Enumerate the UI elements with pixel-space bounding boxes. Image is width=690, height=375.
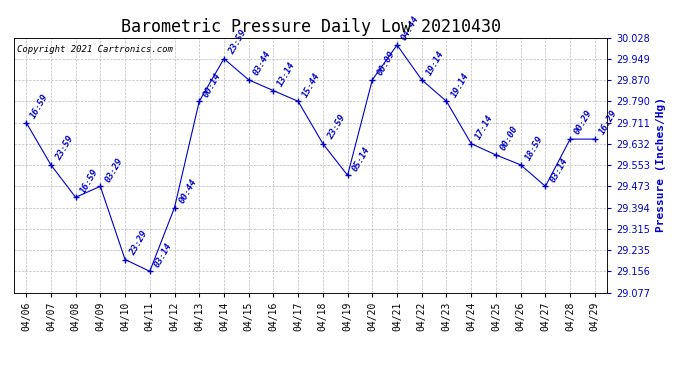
Text: 23:29: 23:29 <box>128 229 149 257</box>
Title: Barometric Pressure Daily Low 20210430: Barometric Pressure Daily Low 20210430 <box>121 18 500 36</box>
Text: 00:29: 00:29 <box>573 109 594 136</box>
Y-axis label: Pressure (Inches/Hg): Pressure (Inches/Hg) <box>656 98 666 232</box>
Text: 16:59: 16:59 <box>29 92 50 120</box>
Text: 00:09: 00:09 <box>375 50 396 77</box>
Text: 17:14: 17:14 <box>474 113 495 141</box>
Text: 00:44: 00:44 <box>177 177 199 205</box>
Text: 00:00: 00:00 <box>499 124 520 152</box>
Text: 16:59: 16:59 <box>79 167 99 195</box>
Text: 03:29: 03:29 <box>103 156 124 183</box>
Text: 00:14: 00:14 <box>202 71 224 99</box>
Text: 23:59: 23:59 <box>227 28 248 56</box>
Text: 23:59: 23:59 <box>54 134 75 162</box>
Text: 05:14: 05:14 <box>351 145 372 172</box>
Text: 18:59: 18:59 <box>524 134 544 162</box>
Text: 03:14: 03:14 <box>548 156 569 183</box>
Text: 15:44: 15:44 <box>301 71 322 99</box>
Text: 13:14: 13:14 <box>276 60 297 88</box>
Text: 19:14: 19:14 <box>449 71 471 99</box>
Text: 23:59: 23:59 <box>326 113 347 141</box>
Text: 19:14: 19:14 <box>424 50 446 77</box>
Text: 04:44: 04:44 <box>400 15 421 42</box>
Text: 03:14: 03:14 <box>152 241 174 268</box>
Text: Copyright 2021 Cartronics.com: Copyright 2021 Cartronics.com <box>17 45 172 54</box>
Text: 16:29: 16:29 <box>598 109 619 136</box>
Text: 03:44: 03:44 <box>251 50 273 77</box>
